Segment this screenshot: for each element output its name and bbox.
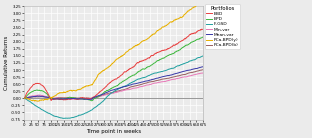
F-GSD [31,103,35,104]
Mean-var [150,79,154,80]
BPD [22,97,26,99]
Legend: BBD, BPD, F-GSD, Min-var, Mean-var, PCa-BPD(y), PCa-BPD(b): BBD, BPD, F-GSD, Min-var, Mean-var, PCa-… [205,4,240,49]
BBD [174,44,178,45]
BBD [136,62,139,63]
BPD [150,64,154,65]
BBD [22,97,26,99]
Line: BBD: BBD [24,29,203,100]
Min-var [22,97,26,99]
BPD [192,41,195,42]
X-axis label: Time point in weeks: Time point in weeks [86,129,141,134]
BBD [171,45,175,46]
Line: PCa-BPD(y): PCa-BPD(y) [24,1,203,101]
PCa-BPD(b) [31,96,35,98]
F-GSD [63,118,67,119]
PCa-BPD(y) [31,100,35,101]
BBD [200,28,203,30]
PCa-BPD(y) [171,20,175,22]
BBD [201,29,205,30]
Mean-var [192,68,195,70]
F-GSD [136,79,139,80]
Mean-var [31,96,35,98]
F-GSD [201,55,205,57]
Min-var [70,98,74,100]
PCa-BPD(y) [37,100,41,102]
Mean-var [201,66,205,68]
PCa-BPD(y) [192,7,195,9]
Min-var [201,72,205,74]
PCa-BPD(y) [150,34,154,36]
PCa-BPD(b) [150,81,154,82]
F-GSD [174,66,178,67]
Min-var [192,74,195,76]
PCa-BPD(y) [201,0,205,2]
BBD [31,84,35,86]
F-GSD [150,73,154,75]
PCa-BPD(b) [90,98,94,99]
BPD [90,100,94,102]
PCa-BPD(b) [136,85,139,86]
BBD [150,55,154,56]
F-GSD [22,97,26,99]
Mean-var [136,82,139,84]
PCa-BPD(y) [174,18,178,20]
BPD [31,91,35,92]
Line: PCa-BPD(b): PCa-BPD(b) [24,70,203,99]
BPD [136,71,139,73]
Min-var [150,83,154,85]
Line: Mean-var: Mean-var [24,67,203,99]
F-GSD [192,59,195,61]
PCa-BPD(y) [22,97,26,99]
BBD [49,100,53,101]
Min-var [136,87,139,89]
BBD [192,33,195,34]
PCa-BPD(b) [22,97,26,99]
PCa-BPD(b) [192,71,195,73]
BPD [201,36,205,38]
Line: BPD: BPD [24,37,203,101]
Line: F-GSD: F-GSD [24,56,203,118]
BPD [171,53,175,54]
Line: Min-var: Min-var [24,73,203,99]
BPD [174,51,178,53]
PCa-BPD(b) [174,75,178,77]
Mean-var [171,73,175,75]
Min-var [31,95,35,97]
F-GSD [201,55,205,57]
F-GSD [171,67,175,69]
Mean-var [174,73,178,74]
PCa-BPD(b) [171,76,175,78]
Mean-var [87,99,90,100]
Y-axis label: Cumulative Returns: Cumulative Returns [4,36,9,90]
PCa-BPD(y) [136,44,139,45]
Min-var [174,78,178,79]
Mean-var [22,97,26,99]
PCa-BPD(b) [201,69,205,71]
Min-var [171,79,175,80]
